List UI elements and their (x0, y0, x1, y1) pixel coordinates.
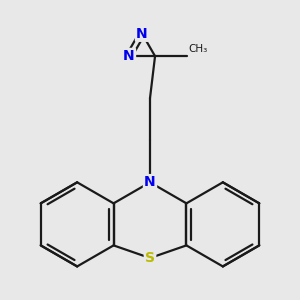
Text: CH₃: CH₃ (189, 44, 208, 54)
Text: N: N (136, 27, 148, 40)
Text: N: N (123, 49, 135, 63)
Text: S: S (145, 251, 155, 265)
Text: N: N (144, 175, 156, 189)
